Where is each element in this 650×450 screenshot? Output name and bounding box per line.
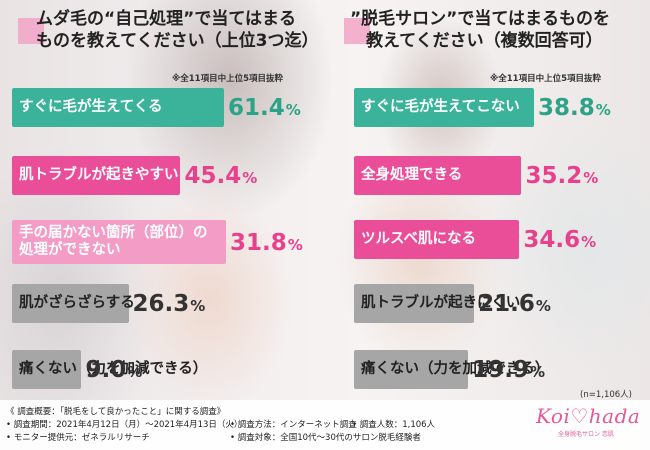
value-number: 26.3 (132, 290, 190, 317)
left-value-2: 45.4% (184, 156, 257, 195)
survey-count: • 調査人数：1,106人 (352, 420, 436, 430)
survey-target: • 調査対象：全国10代～30代のサロン脱毛経験者 (230, 433, 421, 443)
bar-label-line: 処理ができない (19, 242, 121, 258)
right-bar-label-4: 肌トラブルが起きにくい (361, 295, 520, 312)
right-note: ※全11項目中上位5項目抜粋 (490, 74, 602, 84)
value-unit: % (190, 297, 206, 315)
right-value-4: 21.6% (478, 284, 551, 323)
left-bar-4: 肌がざらざらする (12, 284, 135, 323)
bar-label-line: 手の届かない箇所（部位）の (19, 225, 208, 241)
left-value-5: 9.0% (85, 350, 142, 389)
value-number: 9.0 (85, 356, 127, 383)
right-bar-label-3: ツルスベ肌になる (361, 231, 476, 248)
value-unit: % (529, 363, 546, 381)
bar-label-line: 肌がざらざらする (19, 295, 135, 311)
left-bar-label-5: 痛くない（力を加減できる） (19, 361, 207, 378)
right-bar-label-2: 全身処理できる (361, 167, 462, 184)
left-bar-3: 手の届かない箇所（部位）の 処理ができない (12, 220, 226, 264)
right-title-block: ”脱毛サロン”で当てはまるものを 教えてください（複数回答可） (340, 8, 610, 66)
left-bar-1: すぐに毛が生えてくる (12, 88, 224, 127)
sample-size-label: (n=1,106人) (580, 390, 632, 400)
value-unit: % (581, 233, 597, 251)
right-chart-panel: ”脱毛サロン”で当てはまるものを 教えてください（複数回答可） ※全11項目中上… (332, 0, 650, 395)
right-value-3: 34.6% (523, 220, 596, 259)
left-note: ※全11項目中上位5項目抜粋 (172, 74, 284, 84)
left-value-4: 26.3% (133, 284, 206, 323)
bar-label-line: 痛くない（力を加減できる） (19, 361, 208, 377)
koihada-logo: Koi♡hada 全身脱毛サロン 恋肌 (536, 404, 646, 444)
bar-label-line: 肌トラブルが起きやすい (19, 167, 179, 183)
footer (0, 400, 650, 450)
left-chart-panel: ムダ毛の“自己処理”で当てはまる ものを教えてください（上位3つ迄） ※全11項… (0, 0, 320, 395)
value-number: 31.8 (230, 229, 287, 256)
right-bar-1: すぐに毛が生えてこない (354, 88, 534, 127)
left-bar-5: 痛くない（力を加減できる） (12, 350, 207, 389)
bar-label-line: すぐに毛が生えてくる (19, 99, 163, 115)
left-title-line-2: ものを教えてください（上位3つ迄） (36, 31, 319, 51)
left-bar-2: 肌トラブルが起きやすい (12, 156, 181, 195)
survey-period: • 調査期間：2021年4月12日（月）～2021年4月13日（火） (6, 420, 243, 430)
bar-label-line: 肌トラブルが起きにくい (361, 295, 521, 311)
logo-subtext: 全身脱毛サロン 恋肌 (558, 431, 614, 438)
left-title-block: ムダ毛の“自己処理”で当てはまる ものを教えてください（上位3つ迄） (14, 8, 318, 66)
left-bar-label-2: 肌トラブルが起きやすい (19, 167, 179, 184)
right-bar-4: 肌トラブルが起きにくい (354, 284, 520, 323)
value-unit: % (287, 236, 303, 254)
survey-title: 《 調査概要：「脱毛をして良かったこと」に関する調査》 (6, 407, 226, 417)
right-photo-background (330, 0, 650, 400)
left-bar-label-3: 手の届かない箇所（部位）の 処理ができない (19, 225, 208, 259)
value-number: 34.6 (523, 226, 581, 253)
right-title-line-1: ”脱毛サロン”で当てはまるものを (350, 9, 611, 29)
value-number: 19.9 (472, 356, 529, 383)
right-title-accent (344, 18, 370, 44)
value-unit: % (583, 169, 599, 187)
right-bar-5: 痛くない（力を加減できる） (354, 350, 549, 389)
left-title-line-1: ムダ毛の“自己処理”で当てはまる (36, 9, 297, 29)
value-unit: % (242, 169, 258, 187)
value-number: 45.4 (184, 162, 242, 189)
value-unit: % (127, 363, 143, 381)
bar-label-line: すぐに毛が生えてこない (361, 99, 520, 115)
left-title-accent (18, 18, 44, 44)
right-value-5: 19.9% (472, 350, 545, 389)
right-value-1: 38.8% (538, 88, 611, 127)
value-number: 35.2 (525, 162, 583, 189)
left-photo-background (0, 0, 330, 400)
value-number: 38.8 (538, 94, 595, 121)
value-number: 61.4 (228, 94, 285, 121)
survey-provider: • モニター提供元：ゼネラルリサーチ (6, 433, 150, 443)
left-value-1: 61.4% (228, 88, 301, 127)
left-value-3: 31.8% (230, 223, 303, 262)
right-bar-label-1: すぐに毛が生えてこない (361, 99, 520, 116)
right-value-2: 35.2% (525, 156, 598, 195)
left-bar-label-1: すぐに毛が生えてくる (19, 99, 163, 116)
right-bar-3: ツルスベ肌になる (354, 220, 520, 259)
value-unit: % (535, 297, 551, 315)
value-number: 21.6 (478, 290, 535, 317)
survey-method: • 調査方法：インターネット調査 (230, 420, 357, 430)
bar-label-line: 痛くない（力を加減できる） (361, 361, 550, 377)
right-bar-label-5: 痛くない（力を加減できる） (361, 361, 549, 378)
value-unit: % (595, 101, 611, 119)
bar-label-line: ツルスベ肌になる (361, 231, 476, 247)
value-unit: % (285, 101, 301, 119)
bar-label-line: 全身処理できる (361, 167, 463, 183)
left-bar-label-4: 肌がざらざらする (19, 295, 135, 312)
right-bar-2: 全身処理できる (354, 156, 522, 195)
right-title-line-2: 教えてください（複数回答可） (366, 31, 603, 51)
logo-text: Koi♡hada (536, 404, 641, 428)
